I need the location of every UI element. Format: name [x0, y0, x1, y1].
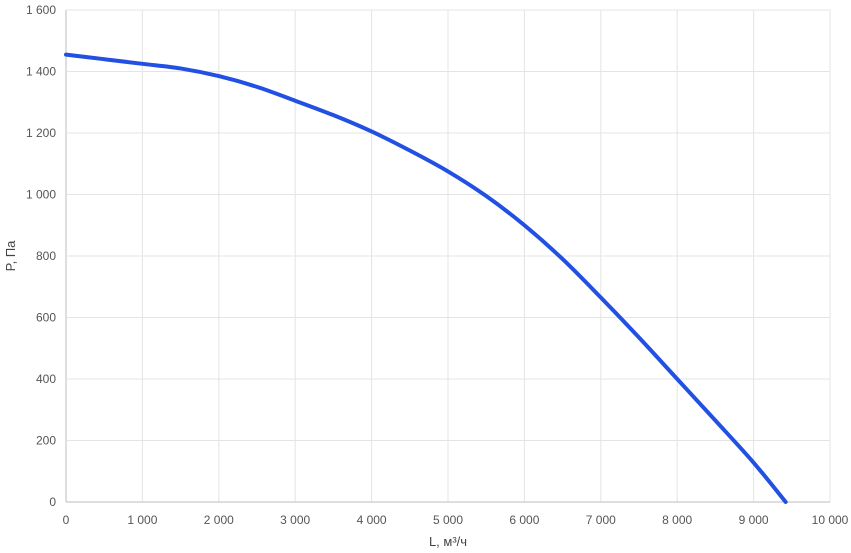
x-tick-label: 7 000 — [586, 513, 616, 527]
y-axis-ticks: 0 200 400 600 800 1 000 1 200 1 400 1 600 — [26, 3, 56, 509]
y-tick-label: 200 — [36, 434, 56, 448]
series-line — [64, 52, 788, 504]
x-tick-label: 1 000 — [127, 513, 157, 527]
y-tick-label: 0 — [49, 495, 56, 509]
y-tick-label: 600 — [36, 311, 56, 325]
x-axis-title: L, м³/ч — [429, 534, 467, 549]
x-tick-label: 9 000 — [739, 513, 769, 527]
x-tick-label: 0 — [63, 513, 70, 527]
x-tick-label: 3 000 — [280, 513, 310, 527]
x-tick-label: 10 000 — [812, 513, 849, 527]
grid — [65, 9, 831, 503]
y-tick-label: 800 — [36, 249, 56, 263]
x-axis-ticks: 0 1 000 2 000 3 000 4 000 5 000 6 000 7 000 8 00… — [63, 513, 849, 527]
y-tick-label: 1 000 — [26, 188, 56, 202]
x-tick-label: 4 000 — [357, 513, 387, 527]
y-axis-title: P, Па — [3, 240, 18, 272]
y-tick-label: 1 400 — [26, 65, 56, 79]
series-group — [64, 52, 788, 504]
x-tick-label: 5 000 — [433, 513, 463, 527]
y-tick-label: 1 600 — [26, 3, 56, 17]
x-tick-label: 6 000 — [509, 513, 539, 527]
y-tick-label: 400 — [36, 372, 56, 386]
x-tick-label: 8 000 — [662, 513, 692, 527]
x-tick-label: 2 000 — [204, 513, 234, 527]
y-tick-label: 1 200 — [26, 126, 56, 140]
